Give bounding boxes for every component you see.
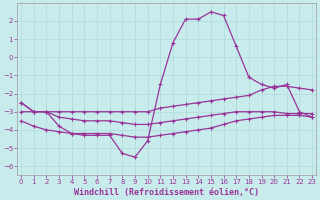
X-axis label: Windchill (Refroidissement éolien,°C): Windchill (Refroidissement éolien,°C) — [74, 188, 259, 197]
